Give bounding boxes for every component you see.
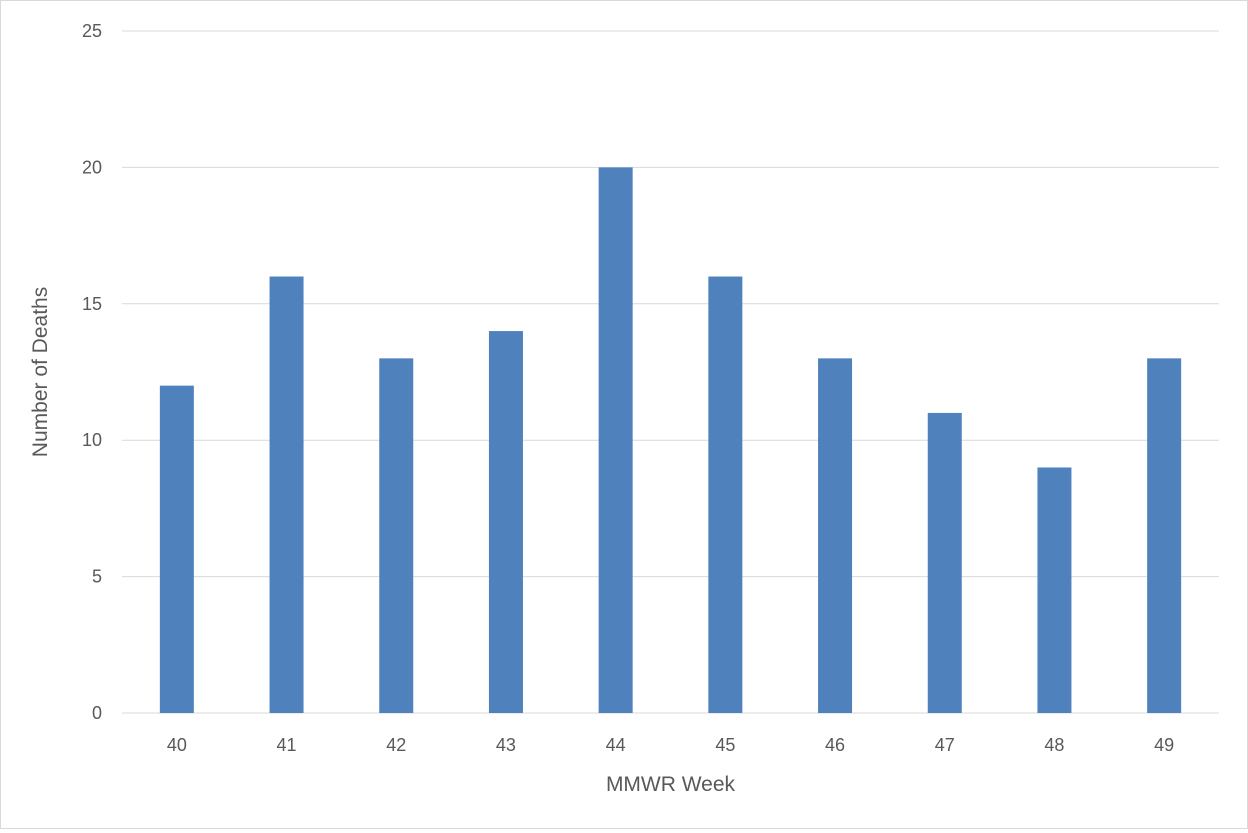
x-tick-labels: 40 41 42 43 44 45 46 47 48 49 (167, 735, 1174, 755)
bar-week-48 (1037, 467, 1072, 713)
bars (159, 167, 1182, 713)
x-tick-label: 44 (606, 735, 626, 755)
bar-week-47 (927, 412, 962, 713)
bar-week-40 (159, 385, 194, 713)
x-tick-label: 47 (935, 735, 955, 755)
x-tick-label: 48 (1044, 735, 1064, 755)
y-tick-label: 15 (82, 294, 102, 314)
bar-week-44 (598, 167, 633, 713)
x-tick-label: 49 (1154, 735, 1174, 755)
bar-week-41 (269, 276, 304, 713)
y-tick-labels: 0 5 10 15 20 25 (82, 21, 102, 723)
x-tick-label: 42 (386, 735, 406, 755)
gridlines (122, 30, 1219, 714)
x-tick-label: 45 (715, 735, 735, 755)
y-tick-label: 10 (82, 430, 102, 450)
bar-week-46 (818, 358, 853, 713)
x-tick-label: 41 (277, 735, 297, 755)
x-tick-label: 40 (167, 735, 187, 755)
y-tick-label: 0 (92, 703, 102, 723)
y-tick-label: 25 (82, 21, 102, 41)
y-tick-label: 5 (92, 567, 102, 587)
y-tick-label: 20 (82, 157, 102, 177)
y-axis-title: Number of Deaths (29, 287, 52, 457)
x-tick-label: 43 (496, 735, 516, 755)
bar-week-43 (488, 331, 523, 713)
x-tick-label: 46 (825, 735, 845, 755)
bar-week-42 (379, 358, 414, 713)
x-axis-title: MMWR Week (606, 773, 736, 796)
bar-week-45 (708, 276, 743, 713)
bar-week-49 (1147, 358, 1182, 713)
